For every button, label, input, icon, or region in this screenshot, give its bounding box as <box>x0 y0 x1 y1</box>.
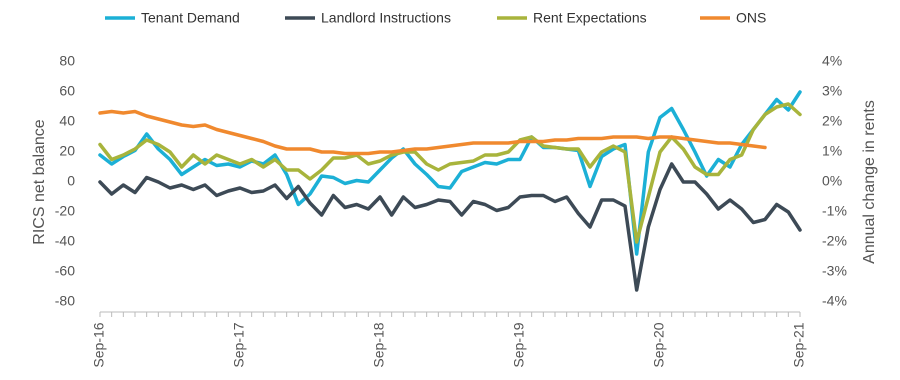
y-axis-label: RICS net balance <box>31 119 48 245</box>
y2-tick-label: 1% <box>822 143 842 159</box>
series-line <box>98 162 802 292</box>
y2-tick-label: -1% <box>822 203 847 219</box>
x-tick-label: Sep-17 <box>231 322 247 367</box>
y-tick-label: 40 <box>59 113 75 129</box>
y2-tick-label: 4% <box>822 53 842 69</box>
y-tick-label: -80 <box>55 293 75 309</box>
y-tick-label: 60 <box>59 83 75 99</box>
x-tick-label: Sep-18 <box>371 322 387 367</box>
legend-label: Rent Expectations <box>533 10 647 26</box>
legend-label: Landlord Instructions <box>321 10 451 26</box>
series-line <box>98 90 802 256</box>
series-line <box>98 102 802 244</box>
y-tick-label: 80 <box>59 53 75 69</box>
y2-axis-label: Annual change in rents <box>861 100 878 264</box>
legend-label: ONS <box>736 10 766 26</box>
y2-tick-label: 0% <box>822 173 842 189</box>
x-tick-label: Sep-21 <box>791 322 807 367</box>
y2-tick-label: -2% <box>822 233 847 249</box>
y2-tick-label: 3% <box>822 83 842 99</box>
y-tick-label: -40 <box>55 233 75 249</box>
y2-tick-label: -4% <box>822 293 847 309</box>
y-tick-label: -60 <box>55 263 75 279</box>
y-tick-label: 20 <box>59 143 75 159</box>
y-tick-label: 0 <box>67 173 75 189</box>
y2-tick-label: 2% <box>822 113 842 129</box>
y-tick-label: -20 <box>55 203 75 219</box>
y2-tick-label: -3% <box>822 263 847 279</box>
x-tick-label: Sep-16 <box>91 322 107 367</box>
series-line <box>98 109 767 156</box>
x-tick-label: Sep-20 <box>651 322 667 367</box>
x-tick-label: Sep-19 <box>511 322 527 367</box>
legend-label: Tenant Demand <box>141 10 240 26</box>
